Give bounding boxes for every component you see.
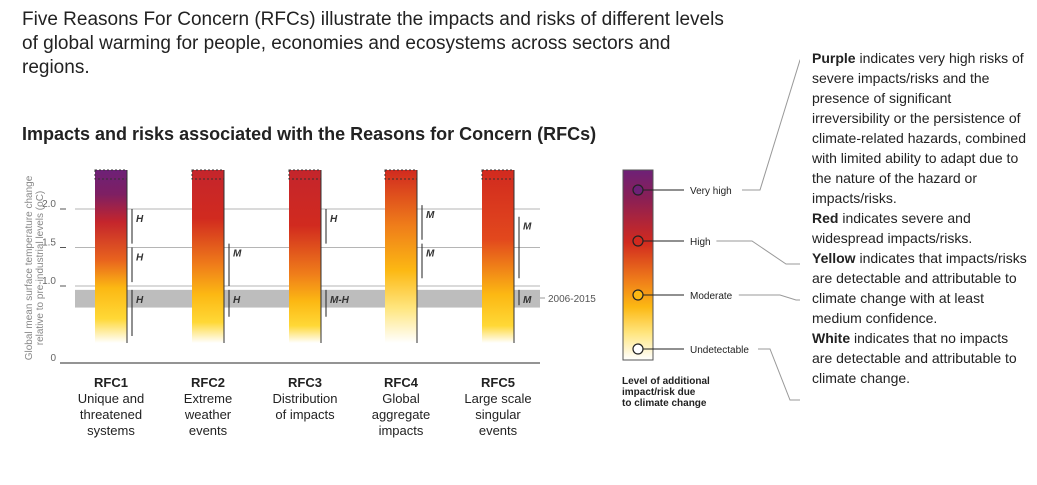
explanation-text: indicates that no impacts are detectable… xyxy=(812,330,1017,386)
rfc-desc-label: Extreme xyxy=(184,391,232,406)
explanation-text: indicates severe and widespread impacts/… xyxy=(812,210,973,246)
rfc-chart: 2.0 1.5 1.0 0 Global mean surface temperatur… xyxy=(24,59,800,438)
y-tick-label: 1.5 xyxy=(42,238,56,249)
explanation-term: Yellow xyxy=(812,250,856,266)
legend-title: Level of additional xyxy=(622,376,710,387)
confidence-label: M xyxy=(523,295,532,306)
legend-level-label: Undetectable xyxy=(690,345,749,356)
rfc-id-label: RFC4 xyxy=(384,375,419,390)
y-tick-label: 2.0 xyxy=(42,199,56,210)
explanation-text: indicates that impacts/risks are detecta… xyxy=(812,250,1027,326)
rfc-desc-label: weather xyxy=(184,407,232,422)
explanation-white: White indicates that no impacts are dete… xyxy=(812,328,1027,388)
rfc-bar-2 xyxy=(192,170,224,343)
rfc-desc-label: systems xyxy=(87,423,135,438)
legend-level-marker xyxy=(632,235,644,247)
explanation-term: Red xyxy=(812,210,839,226)
rfc-bar-1 xyxy=(95,170,127,343)
confidence-label: M xyxy=(426,210,435,221)
y-tick-label: 0 xyxy=(50,353,56,364)
chart-title: Impacts and risks associated with the Re… xyxy=(22,124,597,144)
y-tick-label: 1.0 xyxy=(42,276,56,287)
rfc-id-label: RFC1 xyxy=(94,375,128,390)
confidence-label: M xyxy=(426,249,435,260)
legend-color-bar xyxy=(622,169,654,361)
explanation-purple: Purple indicates very high risks of seve… xyxy=(812,48,1027,208)
explanation-red: Red indicates severe and widespread impa… xyxy=(812,208,1027,248)
legend-level-label: High xyxy=(690,237,711,248)
explanation-text: indicates very high risks of severe impa… xyxy=(812,50,1026,206)
rfc-desc-label: singular xyxy=(475,407,521,422)
legend-level-marker xyxy=(632,184,644,196)
rfc-id-label: RFC5 xyxy=(481,375,515,390)
rfc-id-label: RFC2 xyxy=(191,375,225,390)
explanation-callout-line xyxy=(742,294,800,301)
rfc-desc-label: Unique and xyxy=(78,391,145,406)
legend-level-marker xyxy=(632,343,644,355)
rfc-bar-4 xyxy=(385,170,417,343)
legend-title: to climate change xyxy=(622,398,707,409)
legend-level-label: Moderate xyxy=(690,291,733,302)
legend-level-label: Very high xyxy=(690,186,732,197)
confidence-label: M xyxy=(233,249,242,260)
confidence-label: M xyxy=(523,222,532,233)
explanation-callout-line xyxy=(742,59,800,191)
rfc-desc-label: Distribution xyxy=(272,391,337,406)
rfc-desc-label: Global xyxy=(382,391,420,406)
intro-text: Five Reasons For Concern (RFCs) illustra… xyxy=(22,9,724,78)
legend-title: impact/risk due xyxy=(622,387,696,398)
y-axis-label: Global mean surface temperature changere… xyxy=(24,175,46,360)
confidence-label: H xyxy=(330,214,338,225)
confidence-label: H xyxy=(233,295,241,306)
rfc-desc-label: impacts xyxy=(379,423,424,438)
explanation-callout-line xyxy=(720,240,800,265)
explanation-yellow: Yellow indicates that impacts/risks are … xyxy=(812,248,1027,328)
confidence-label: H xyxy=(136,295,144,306)
band-label: 2006-2015 xyxy=(548,294,596,305)
confidence-label: H xyxy=(136,214,144,225)
rfc-desc-label: threatened xyxy=(80,407,142,422)
rfc-desc-label: of impacts xyxy=(275,407,335,422)
rfc-desc-label: Large scale xyxy=(464,391,531,406)
explanation-term: White xyxy=(812,330,851,346)
rfc-bar-3 xyxy=(289,170,321,343)
confidence-label: M-H xyxy=(330,295,350,306)
rfc-desc-label: events xyxy=(189,423,228,438)
color-explanations: Purple indicates very high risks of seve… xyxy=(812,48,1027,388)
rfc-desc-label: events xyxy=(479,423,518,438)
explanation-callout-line xyxy=(758,348,800,401)
rfc-bar-5 xyxy=(482,170,514,343)
confidence-label: H xyxy=(136,253,144,264)
explanation-term: Purple xyxy=(812,50,856,66)
rfc-id-label: RFC3 xyxy=(288,375,322,390)
rfc-desc-label: aggregate xyxy=(372,407,431,422)
legend-level-marker xyxy=(632,289,644,301)
